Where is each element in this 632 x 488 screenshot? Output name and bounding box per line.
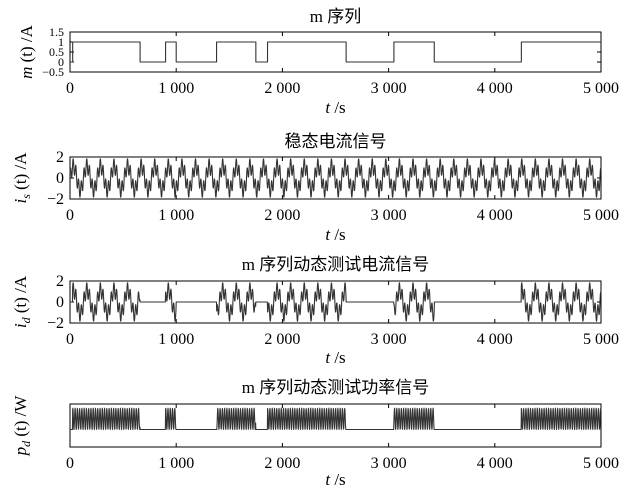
x-axis-label: t /s <box>325 348 345 367</box>
chart-title: 稳态电流信号 <box>285 132 387 151</box>
y-axis-label: pd (t) /W <box>11 395 33 457</box>
x-tick-label: 1 000 <box>158 207 194 224</box>
y-tick-label: 0 <box>56 294 64 311</box>
x-tick-label: 2 000 <box>264 331 300 348</box>
y-tick-label: −2 <box>47 191 64 208</box>
y-axis-label: id (t) /A <box>11 275 33 328</box>
y-tick-label: 0.5 <box>49 45 64 59</box>
x-tick-label: 4 000 <box>477 331 513 348</box>
x-tick-label: 3 000 <box>371 207 407 224</box>
series-line <box>69 158 602 198</box>
x-tick-label: 3 000 <box>371 80 407 97</box>
y-axis-label: m (t) /A <box>17 24 36 79</box>
chart-title: m 序列 <box>310 7 361 26</box>
x-tick-label: 5 000 <box>583 331 619 348</box>
x-tick-label: 4 000 <box>477 455 513 472</box>
chart-panel-3: m 序列动态测试电流信号 0 1 000 2 000 3 000 4 000 5 000 2 0… <box>11 255 619 367</box>
x-tick-label: 1 000 <box>158 331 194 348</box>
x-tick-label: 0 <box>66 207 74 224</box>
chart-panel-1: m 序列0 1 000 2 000 3 000 4 000 5 0001.510.50−0… <box>17 7 619 117</box>
plot-frame <box>69 403 602 448</box>
svg-text:pd (t) /W: pd (t) /W <box>11 395 33 457</box>
x-tick-label: 0 <box>66 455 74 472</box>
series-line <box>69 407 602 431</box>
svg-text:id (t) /A: id (t) /A <box>11 275 33 328</box>
x-tick-label: 5 000 <box>583 80 619 97</box>
y-tick-label: 0 <box>58 55 64 69</box>
x-tick-label: 4 000 <box>477 207 513 224</box>
x-tick-label: 2 000 <box>264 80 300 97</box>
x-tick-label: 0 <box>66 80 74 97</box>
y-tick-label: 2 <box>56 149 64 166</box>
chart-title: m 序列动态测试电流信号 <box>242 255 429 274</box>
x-tick-label: 3 000 <box>371 331 407 348</box>
x-tick-label: 4 000 <box>477 80 513 97</box>
chart-title: m 序列动态测试功率信号 <box>242 378 429 397</box>
x-tick-label: 0 <box>66 331 74 348</box>
x-tick-label: 2 000 <box>264 207 300 224</box>
y-tick-label: −2 <box>47 315 64 332</box>
x-tick-label: 3 000 <box>371 455 407 472</box>
y-tick-label: 0 <box>56 170 64 187</box>
x-tick-label: 1 000 <box>158 80 194 97</box>
x-tick-label: 5 000 <box>583 207 619 224</box>
svg-text:is (t) /A: is (t) /A <box>11 152 33 204</box>
series-line <box>69 282 602 322</box>
y-tick-label: 2 <box>56 273 64 290</box>
svg-text:m (t) /A: m (t) /A <box>17 24 36 79</box>
x-tick-label: 2 000 <box>264 455 300 472</box>
y-axis-label: is (t) /A <box>11 152 33 204</box>
y-tick-label: −0.5 <box>42 65 64 79</box>
series-line <box>70 41 601 63</box>
chart-panel-4: m 序列动态测试功率信号 0 1 000 2 000 3 000 4 000 5 000 t … <box>11 378 619 488</box>
y-tick-label: 1 <box>58 35 64 49</box>
x-tick-label: 5 000 <box>583 455 619 472</box>
y-tick-label: 1.5 <box>49 25 64 39</box>
x-axis-label: t /s <box>325 470 345 488</box>
x-axis-label: t /s <box>325 225 345 244</box>
x-axis-label: t /s <box>325 98 345 117</box>
x-tick-label: 1 000 <box>158 455 194 472</box>
